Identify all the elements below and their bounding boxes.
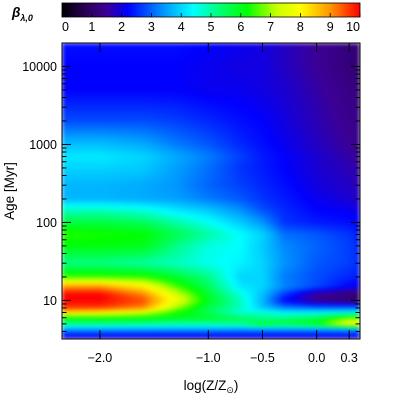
x-axis-label-text: log(Z/Z [184,378,227,393]
colorbar-tick-label: 7 [267,20,274,34]
x-tick-label: −1.0 [196,351,221,365]
x-axis-label-close: ) [234,378,239,393]
colorbar-tick-label: 3 [148,20,155,34]
colorbar-tick-label: 5 [208,20,215,34]
x-axis-label: log(Z/Z⊙) [184,378,239,395]
x-tick-label: 0.3 [340,351,357,365]
y-tick-label: 10 [43,294,57,308]
y-tick-label: 10000 [22,60,57,74]
x-tick-label: −0.5 [250,351,275,365]
y-tick-label: 1000 [29,138,57,152]
y-axis-label: Age [Myr] [2,162,17,220]
colorbar-tick-label: 2 [118,20,125,34]
colorbar-tick-label: 1 [88,20,95,34]
heatmap-container [62,43,360,339]
x-axis-label-sub: ⊙ [226,385,234,395]
plot-area: −2.0 −1.0 −0.5 0.0 0.3 10 100 1000 10000 [22,42,361,365]
colorbar-label-sub: λ,0 [19,13,33,23]
colorbar-tick-label: 4 [178,20,185,34]
colorbar-label: βλ,0 [11,5,33,23]
x-tick-label: −2.0 [88,351,113,365]
colorbar-tick-label: 6 [237,20,244,34]
colorbar-ticks: 0 1 2 3 4 5 6 7 8 9 10 [61,13,361,34]
colorbar-tick-label: 10 [346,20,360,34]
colorbar-tick-label: 0 [62,20,69,34]
x-tick-label: 0.0 [308,351,325,365]
heatmap-image [62,43,360,339]
y-tick-label: 100 [36,216,57,230]
x-axis-ticks: −2.0 −1.0 −0.5 0.0 0.3 [88,43,358,365]
plot-frame [61,42,361,340]
colorbar-tick-label: 8 [297,20,304,34]
colorbar: βλ,0 0 1 2 3 4 5 6 7 8 9 10 [11,2,361,34]
y-axis-ticks: 10 100 1000 10000 [22,42,360,332]
colorbar-label-main: β [11,5,20,20]
colorbar-tick-label: 9 [327,20,334,34]
